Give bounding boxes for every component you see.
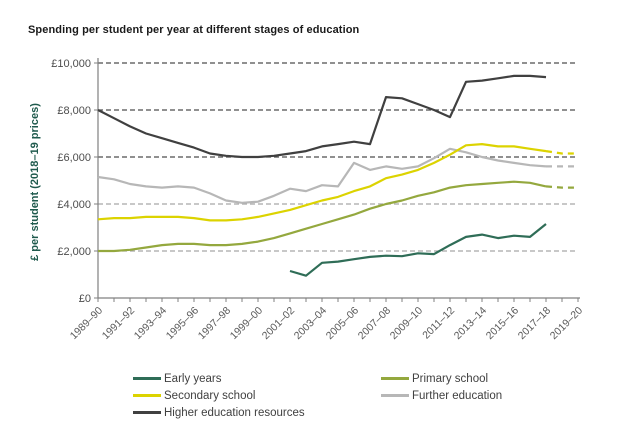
legend-swatch-higher-education-resources bbox=[133, 411, 161, 414]
series-projection-primary-school bbox=[545, 185, 578, 189]
legend-label: Primary school bbox=[412, 372, 489, 385]
series-line-secondary-school bbox=[97, 143, 547, 222]
x-tick-label: 2009–10 bbox=[388, 305, 426, 343]
legend-label: Further education bbox=[412, 389, 503, 402]
x-tick-label: 1989–90 bbox=[68, 305, 106, 343]
x-tick-label: 2017–18 bbox=[516, 305, 554, 343]
legend-label: Secondary school bbox=[164, 389, 256, 402]
x-tick-label: 1999–00 bbox=[228, 305, 266, 343]
legend-item-early-years: Early years bbox=[133, 372, 381, 385]
legend-item-higher-education-resources: Higher education resources bbox=[133, 406, 381, 419]
x-tick-label: 2011–12 bbox=[420, 305, 457, 342]
series-line-primary-school bbox=[98, 180, 547, 253]
legend-item-primary-school: Primary school bbox=[381, 372, 502, 385]
chart-legend: Early years Primary school Secondary schoo… bbox=[133, 372, 502, 419]
x-tick-label: 1993–94 bbox=[132, 305, 170, 343]
x-tick-label: 2005–06 bbox=[324, 305, 362, 343]
series-line-early-years bbox=[289, 223, 547, 277]
y-tick-label: £10,000 bbox=[51, 58, 91, 70]
legend-swatch-primary-school bbox=[381, 377, 409, 380]
legend-item-further-education: Further education bbox=[381, 389, 502, 402]
series-line-higher-education-resources bbox=[97, 74, 547, 159]
x-tick-label: 1991–92 bbox=[100, 305, 138, 343]
legend-item-secondary-school: Secondary school bbox=[133, 389, 381, 402]
series-lines bbox=[97, 74, 578, 277]
legend-swatch-further-education bbox=[381, 394, 409, 397]
legend-swatch-secondary-school bbox=[133, 394, 161, 397]
x-tick-label: 2001–02 bbox=[260, 305, 298, 343]
y-tick-label: £4,000 bbox=[57, 199, 91, 211]
x-tick-label: 1995–96 bbox=[164, 305, 202, 343]
x-tick-label: 1997–98 bbox=[196, 305, 234, 343]
legend-label: Early years bbox=[164, 372, 222, 385]
axes bbox=[97, 58, 580, 302]
x-tick-label: 2003–04 bbox=[292, 305, 330, 343]
x-tick-label: 2019–20 bbox=[548, 305, 586, 343]
series-line-further-education bbox=[97, 147, 547, 204]
y-tick-label: £0 bbox=[79, 293, 91, 305]
x-axis-labels: 1989–901991–921993–941995–961997–981999–… bbox=[68, 305, 586, 343]
x-tick-label: 2013–14 bbox=[452, 305, 490, 343]
legend-label: Higher education resources bbox=[164, 406, 305, 419]
gridlines bbox=[94, 62, 578, 299]
x-tick-label: 2015–16 bbox=[484, 305, 522, 343]
y-tick-label: £6,000 bbox=[57, 152, 91, 164]
x-tick-label: 2007–08 bbox=[356, 305, 394, 343]
y-tick-label: £8,000 bbox=[57, 105, 91, 117]
y-axis-labels: £0 £2,000 £4,000 £6,000 £8,000 £10,000 bbox=[51, 58, 91, 305]
chart-title: Spending per student per year at differe… bbox=[28, 24, 360, 36]
y-tick-label: £2,000 bbox=[57, 246, 91, 258]
series-projection-secondary-school bbox=[545, 150, 578, 155]
legend-swatch-early-years bbox=[133, 377, 161, 380]
